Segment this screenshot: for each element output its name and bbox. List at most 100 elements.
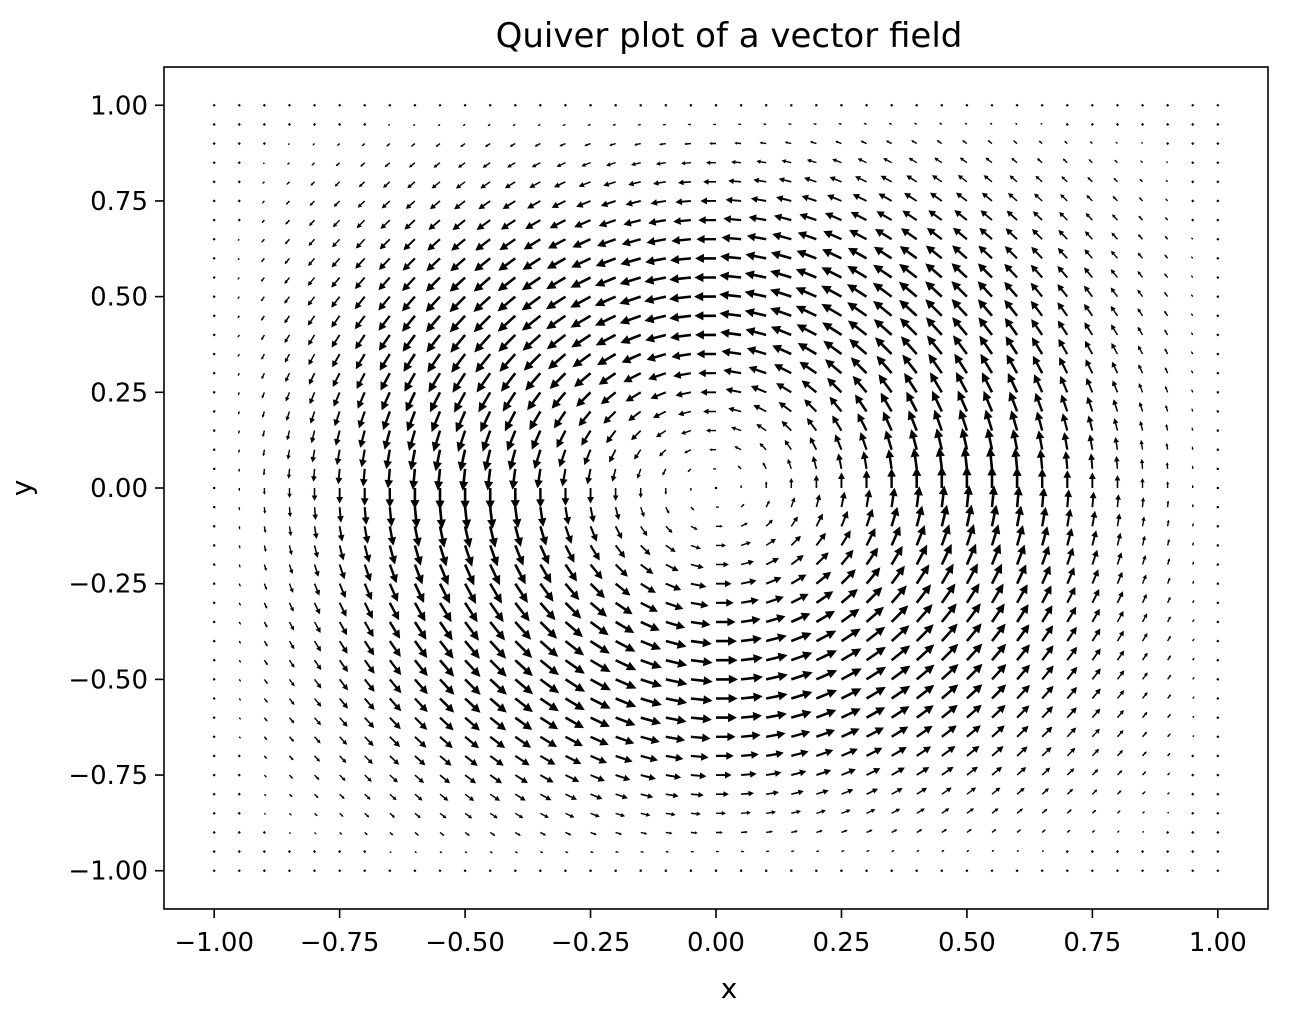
quiver-arrow: [1138, 364, 1144, 374]
quiver-arrow: [261, 392, 265, 399]
quiver-arrow: [806, 158, 817, 164]
quiver-arrow: [716, 831, 723, 834]
quiver-arrow: [532, 449, 542, 470]
quiver-arrow: [485, 488, 495, 510]
quiver-arrow: [815, 708, 837, 719]
quiver-arrow: [1141, 103, 1145, 107]
quiver-arrow: [413, 564, 424, 585]
quiver-arrow: [759, 443, 767, 451]
quiver-arrow: [338, 564, 346, 580]
quiver-arrow: [980, 210, 993, 221]
quiver-arrow: [500, 372, 517, 392]
quiver-arrow: [1086, 195, 1093, 202]
quiver-arrow: [336, 488, 344, 504]
quiver-arrow: [1192, 561, 1194, 565]
quiver-arrow: [813, 123, 817, 126]
quiver-arrow: [911, 140, 918, 145]
quiver-arrow: [891, 767, 905, 776]
quiver-arrow: [716, 580, 732, 588]
quiver-arrow: [212, 448, 216, 451]
quiver-arrow: [790, 497, 796, 508]
quiver-arrow: [876, 211, 893, 221]
quiver-arrow: [822, 248, 842, 260]
quiver-arrow: [1216, 410, 1220, 413]
quiver-arrow: [237, 334, 240, 338]
quiver-arrow: [439, 793, 449, 801]
quiver-arrow: [1090, 103, 1094, 107]
quiver-arrow: [237, 257, 240, 261]
quiver-arrow: [790, 869, 793, 872]
quiver-arrow: [357, 200, 366, 208]
quiver-arrow: [426, 257, 441, 272]
quiver-arrow: [389, 831, 394, 836]
quiver-arrow: [759, 141, 767, 145]
quiver-arrow: [285, 372, 291, 383]
quiver-arrow: [640, 544, 651, 556]
quiver-arrow: [634, 449, 642, 460]
quiver-arrow: [512, 123, 516, 127]
quiver-arrow: [637, 123, 641, 126]
quiver-arrow: [731, 160, 742, 165]
quiver-arrow: [916, 829, 923, 834]
quiver-arrow: [238, 621, 241, 625]
quiver-arrow: [1167, 752, 1171, 757]
quiver-arrow: [915, 525, 926, 546]
quiver-arrow: [489, 831, 496, 836]
quiver-arrow: [690, 619, 711, 628]
quiver-arrow: [464, 851, 468, 854]
quiver-arrow: [603, 410, 617, 424]
quiver-arrow: [564, 525, 573, 544]
quiver-arrow: [1137, 271, 1144, 278]
quiver-arrow: [774, 364, 792, 375]
quiver-arrow: [1031, 319, 1044, 336]
quiver-arrow: [965, 563, 978, 585]
quiver-arrow: [427, 353, 442, 373]
quiver-arrow: [675, 390, 692, 398]
quiver-arrow: [414, 755, 426, 766]
quiver-arrow: [728, 406, 742, 413]
quiver-arrow: [262, 430, 265, 438]
quiver-arrow: [435, 143, 441, 147]
quiver-arrow: [615, 640, 636, 652]
quiver-arrow: [700, 197, 716, 205]
quiver-arrow: [309, 200, 315, 206]
quiver-arrow: [313, 545, 320, 558]
quiver-arrow: [412, 123, 416, 127]
quiver-arrow: [741, 810, 751, 815]
quiver-arrow: [1091, 648, 1101, 661]
quiver-arrow: [815, 552, 829, 566]
quiver-arrow: [966, 725, 981, 738]
quiver-arrow: [1033, 374, 1044, 393]
quiver-arrow: [614, 563, 628, 577]
quiver-arrow: [673, 217, 691, 225]
quiver-arrow: [665, 696, 688, 706]
quiver-arrow: [1216, 639, 1220, 643]
quiver-arrow: [865, 686, 886, 700]
quiver-arrow: [741, 850, 745, 853]
quiver-arrow: [1061, 176, 1068, 183]
quiver-arrow: [403, 238, 416, 251]
quiver-arrow: [1111, 361, 1119, 374]
quiver-arrow: [915, 869, 919, 873]
quiver-arrow: [539, 640, 559, 657]
quiver-arrow: [865, 646, 886, 662]
quiver-arrow: [1116, 532, 1122, 546]
quiver-arrow: [1040, 506, 1049, 527]
chart-title: Quiver plot of a vector field: [496, 16, 963, 56]
quiver-arrow: [212, 677, 216, 681]
quiver-arrow: [951, 299, 968, 317]
quiver-arrow: [531, 430, 542, 450]
quiver-arrow: [791, 789, 804, 796]
quiver-arrow: [940, 543, 952, 566]
quiver-arrow: [337, 143, 341, 146]
quiver-arrow: [741, 731, 761, 740]
quiver-arrow: [900, 228, 918, 241]
quiver-arrow: [991, 643, 1007, 662]
quiver-arrow: [1041, 788, 1049, 795]
quiver-arrow: [212, 601, 216, 605]
quiver-arrow: [565, 774, 580, 782]
quiver-arrow: [725, 387, 742, 394]
quiver-arrow: [307, 315, 316, 326]
quiver-arrow: [514, 697, 533, 713]
quiver-arrow: [499, 353, 517, 372]
